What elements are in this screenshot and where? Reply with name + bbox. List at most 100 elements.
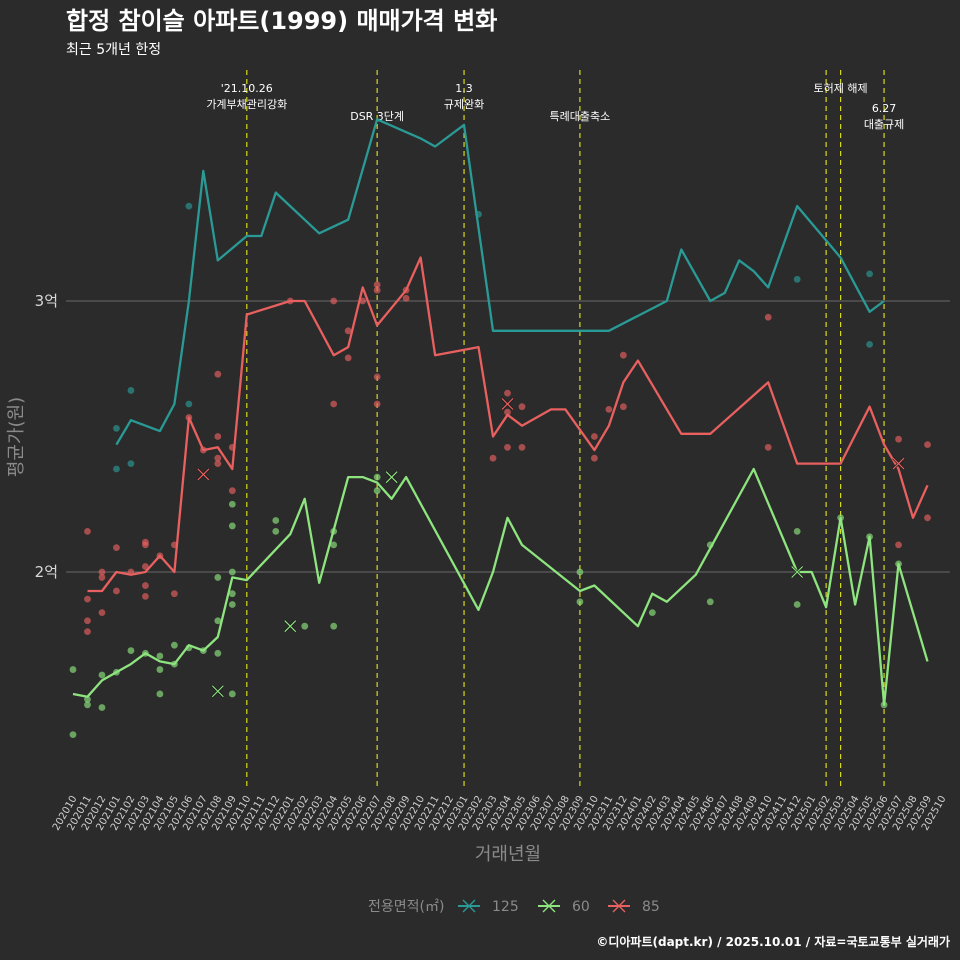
cross-marker	[892, 457, 905, 470]
chart-caption: ©디아파트(dapt.kr) / 2025.10.01 / 자료=국토교통부 실…	[596, 934, 950, 949]
data-point	[127, 647, 135, 654]
data-point	[113, 465, 120, 473]
data-point	[98, 671, 106, 679]
data-point	[924, 441, 931, 449]
data-point	[84, 695, 91, 703]
data-point	[619, 403, 627, 411]
data-point	[214, 617, 222, 625]
event-label: '21.10.26	[221, 82, 273, 95]
data-point	[301, 622, 309, 630]
data-point	[69, 731, 77, 738]
series-line-60	[72, 467, 929, 706]
data-point	[142, 582, 149, 589]
data-point	[373, 400, 381, 408]
data-point	[228, 601, 236, 608]
data-point	[330, 400, 338, 408]
data-point	[648, 609, 656, 617]
data-point	[504, 408, 511, 416]
data-point	[576, 568, 584, 576]
data-point	[214, 370, 222, 378]
series-125	[113, 118, 885, 473]
data-point	[272, 517, 280, 524]
data-point	[98, 704, 106, 711]
data-point	[142, 592, 149, 600]
data-point	[98, 609, 106, 617]
data-point	[330, 622, 338, 630]
data-point	[373, 281, 381, 289]
cross-marker	[197, 468, 210, 481]
series	[69, 118, 931, 738]
data-point	[69, 666, 77, 673]
data-point	[142, 541, 149, 549]
data-point	[84, 527, 91, 535]
data-point	[605, 406, 613, 413]
data-point	[214, 574, 222, 581]
event-label: 토허제 해제	[814, 81, 868, 95]
event-label: 1.3	[455, 82, 473, 95]
data-point	[866, 270, 873, 278]
data-point	[127, 387, 135, 394]
data-point	[504, 389, 511, 397]
data-point	[84, 701, 91, 709]
data-point	[228, 690, 236, 698]
data-point	[764, 313, 772, 321]
data-point	[156, 666, 164, 673]
data-point	[228, 500, 236, 508]
event-label: 특례대출축소	[550, 110, 611, 123]
data-point	[489, 454, 497, 462]
cross-marker	[284, 620, 297, 633]
data-point	[373, 473, 381, 481]
x-axis-label: 거래년월	[475, 844, 541, 865]
data-point	[98, 568, 106, 576]
data-point	[170, 641, 178, 649]
data-point	[764, 443, 772, 451]
legend-label-85: 85	[642, 899, 660, 915]
data-point	[518, 443, 526, 451]
event-label: 대출규제	[864, 118, 904, 131]
series-60	[69, 467, 929, 738]
data-point	[228, 568, 236, 576]
data-point	[272, 527, 280, 535]
cross-marker	[791, 566, 804, 578]
data-point	[518, 403, 526, 411]
data-point	[793, 601, 801, 608]
legend-title: 전용면적(㎡)	[368, 899, 444, 915]
data-point	[142, 563, 149, 570]
data-point	[214, 454, 222, 462]
data-point	[170, 590, 178, 598]
event-label: 가계부채관리강화	[206, 98, 287, 111]
data-point	[214, 649, 222, 657]
data-point	[98, 574, 106, 581]
cross-marker	[211, 685, 224, 698]
data-point	[84, 628, 91, 636]
data-point	[895, 541, 902, 549]
data-point	[576, 598, 584, 606]
data-point	[591, 454, 598, 462]
data-point	[330, 541, 338, 549]
data-point	[373, 373, 381, 381]
data-point	[373, 487, 381, 495]
data-point	[113, 587, 120, 595]
y-axis-label: 평균가(원)	[6, 397, 27, 477]
data-point	[330, 297, 338, 305]
data-point	[228, 487, 236, 495]
legend-label-60: 60	[572, 899, 590, 915]
legend: 전용면적(㎡) 125 60 85	[368, 899, 660, 915]
chart-subtitle: 최근 5개년 한정	[66, 42, 161, 58]
data-point	[866, 340, 873, 348]
chart-title: 합정 참이슬 아파트(1999) 매매가격 변화	[66, 7, 497, 35]
series-line-85	[87, 256, 929, 593]
legend-cross-85	[612, 899, 626, 913]
event-label: DSR 3단계	[350, 110, 404, 123]
data-point	[214, 433, 222, 440]
data-point	[84, 617, 91, 625]
data-point	[156, 690, 164, 698]
x-axis-ticks: 2020102020112020122021012021022021032021…	[51, 794, 949, 833]
data-point	[113, 544, 120, 552]
y-tick-label: 3억	[35, 292, 58, 310]
data-point	[214, 460, 222, 467]
cross-marker	[385, 471, 398, 484]
data-point	[113, 424, 120, 432]
